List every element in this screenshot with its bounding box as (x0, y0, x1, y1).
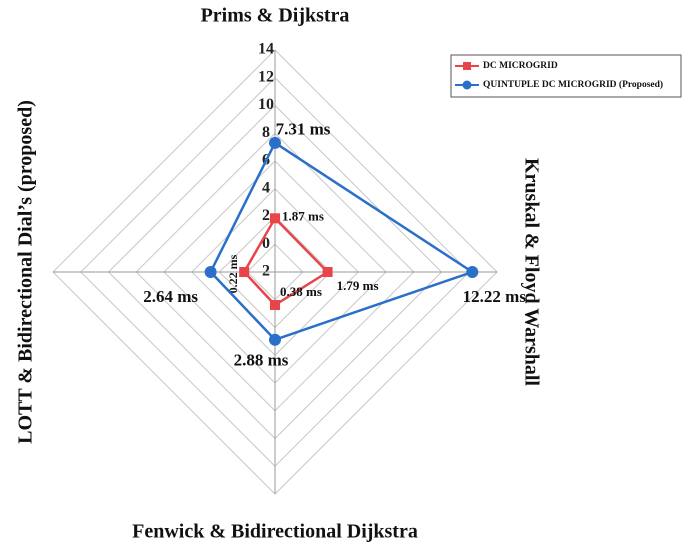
value-label: 1.79 ms (337, 278, 379, 293)
marker (270, 213, 280, 224)
legend-label: QUINTUPLE DC MICROGRID (Proposed) (483, 79, 663, 90)
value-label: 1.87 ms (282, 208, 324, 223)
legend-marker (462, 80, 472, 90)
r-tick-label: 14 (258, 41, 274, 58)
axis-title: Prims & Dijkstra (201, 5, 350, 27)
marker (466, 266, 479, 278)
r-tick-label: 12 (258, 68, 274, 85)
marker (239, 267, 250, 277)
axis-title: Fenwick & Bidirectional Dijkstra (132, 521, 418, 543)
marker (270, 300, 280, 311)
marker (269, 333, 281, 346)
value-label: 2.64 ms (143, 287, 198, 306)
r-tick-label: 10 (258, 96, 274, 113)
axis-title: Kruskal & Floyd Warshall (520, 158, 542, 386)
r-tick-label: 8 (262, 124, 270, 141)
r-tick-label: 4 (262, 179, 270, 196)
value-label: 12.22 ms (463, 287, 527, 306)
value-label: 0.22 ms (226, 254, 240, 293)
marker (269, 136, 281, 149)
value-label: 7.31 ms (276, 120, 331, 139)
marker (204, 266, 217, 278)
legend-label: DC MICROGRID (483, 61, 558, 71)
value-label: 2.88 ms (234, 351, 289, 370)
marker (322, 267, 333, 277)
r-tick-label: 2 (262, 263, 270, 280)
r-tick-label: 0 (262, 235, 270, 252)
axis-title: LOTT & Bidirectional Dial’s (proposed) (15, 100, 37, 444)
r-tick-label: 2 (262, 207, 270, 224)
legend-box (450, 54, 682, 98)
value-label: 0.38 ms (280, 284, 322, 299)
legend-marker (463, 62, 471, 70)
